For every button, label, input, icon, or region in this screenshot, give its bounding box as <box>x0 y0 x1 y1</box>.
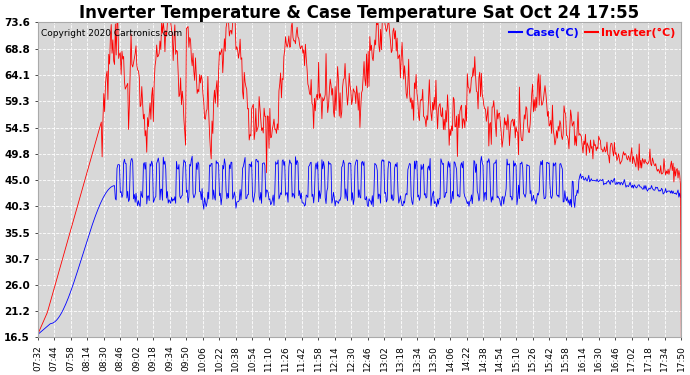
Title: Inverter Temperature & Case Temperature Sat Oct 24 17:55: Inverter Temperature & Case Temperature … <box>79 4 640 22</box>
Text: Copyright 2020 Cartronics.com: Copyright 2020 Cartronics.com <box>41 28 182 38</box>
Legend: Case(°C), Inverter(°C): Case(°C), Inverter(°C) <box>509 28 676 38</box>
